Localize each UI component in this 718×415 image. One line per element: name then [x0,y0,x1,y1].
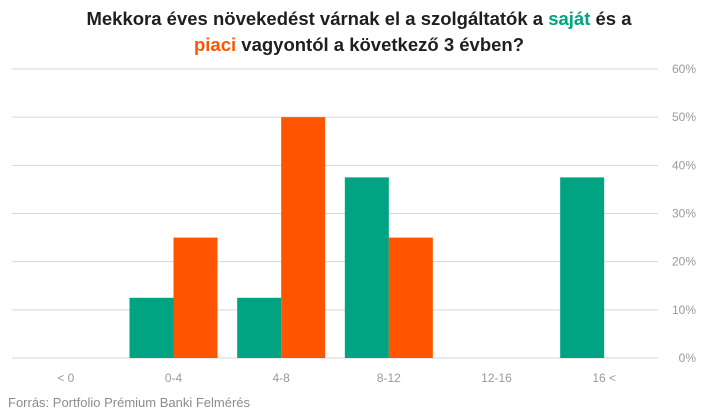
bar-sajat [560,177,605,358]
bar-piaci [173,237,218,358]
bar-sajat [344,177,389,358]
x-tick-label: 0-4 [165,371,183,385]
title-part2: és a [590,8,632,29]
y-tick-label: 10% [672,303,696,317]
y-tick-label: 60% [672,62,696,76]
x-tick-label: 4-8 [272,371,290,385]
y-tick-label: 0% [679,351,697,365]
y-tick-label: 30% [672,207,696,221]
x-tick-label: 8-12 [377,371,401,385]
title-part3: vagyontól a következő 3 évben? [236,34,525,55]
bar-piaci [281,117,326,359]
bar-sajat [129,297,174,358]
y-tick-label: 20% [672,255,696,269]
x-tick-label: < 0 [57,371,74,385]
x-tick-label: 12-16 [481,371,512,385]
title-highlight-piaci: piaci [193,34,237,55]
bar-piaci [388,237,433,358]
source-note: Forrás: Portfolio Prémium Banki Felmérés [8,395,251,410]
title-part1: Mekkora éves növekedést várnak el a szol… [86,8,549,29]
y-tick-label: 40% [672,158,696,172]
bar-sajat [237,297,282,358]
x-tick-label: 16 < [592,371,616,385]
chart-title: Mekkora éves növekedést várnak el a szol… [0,6,718,58]
y-tick-label: 50% [672,110,696,124]
title-highlight-sajat: saját [548,8,591,29]
